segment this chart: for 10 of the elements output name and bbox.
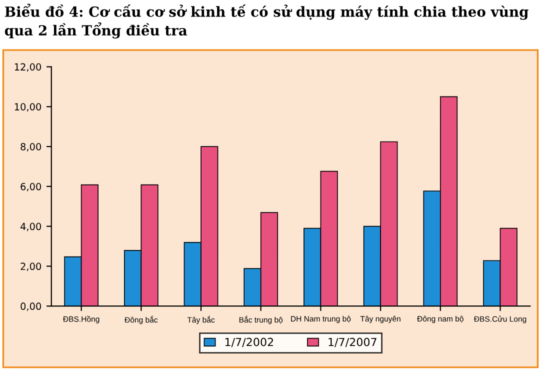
y-tick-label: 12,00 [14, 63, 42, 72]
legend-label: 1/7/2002 [225, 338, 274, 348]
y-tick-label: 2,00 [20, 262, 42, 272]
chart-title: Biểu đồ 4: Cơ cấu cơ sở kinh tế có sử dụng máy tính chia theo vùng qua 2 lần Tổng điều tra [4, 4, 528, 38]
y-tick-label: 6,00 [20, 182, 42, 192]
y-tick-label: 8,00 [20, 143, 42, 152]
y-tick-label: 4,00 [20, 222, 42, 232]
legend-label: 1/7/2007 [328, 338, 376, 348]
y-tick-label: 10,00 [14, 103, 42, 112]
y-tick-label: 0,00 [20, 302, 42, 311]
